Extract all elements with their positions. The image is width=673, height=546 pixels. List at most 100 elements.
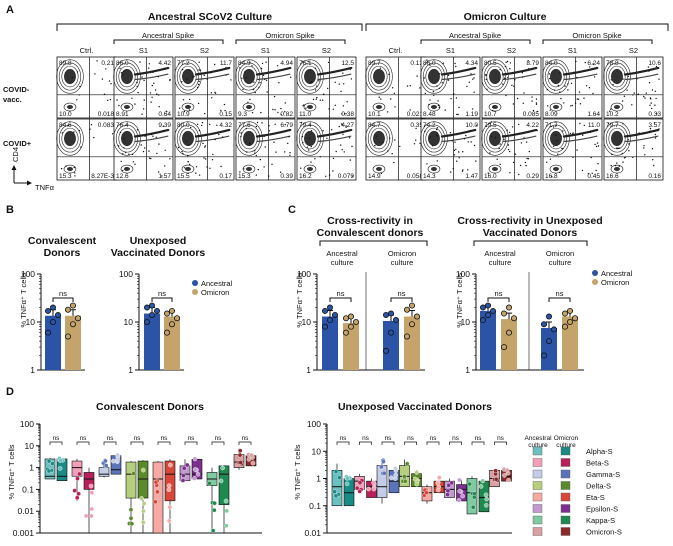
legend-variant-label: Kappa-S xyxy=(586,516,615,525)
facs-event-dot xyxy=(249,61,251,64)
data-point xyxy=(546,313,553,320)
box-data-point xyxy=(89,506,95,512)
facs-event-dot xyxy=(424,92,426,95)
facs-event-dot xyxy=(332,157,335,160)
facs-event-dot xyxy=(621,100,624,102)
facs-event-dot xyxy=(203,157,205,159)
facs-event-dot xyxy=(552,145,555,147)
facs-event-dot xyxy=(197,83,200,86)
facs-event-dot xyxy=(268,130,271,132)
facs-event-dot xyxy=(620,72,623,74)
facs-event-dot xyxy=(649,130,652,132)
bar xyxy=(45,315,61,370)
facs-quadrant-lower-left: 9.3 xyxy=(238,111,247,118)
facs-event-dot xyxy=(394,139,396,141)
significance-bracket xyxy=(494,441,507,445)
facs-event-dot xyxy=(255,125,258,128)
facs-event-dot xyxy=(345,125,347,127)
facs-event-dot xyxy=(633,92,635,94)
facs-event-dot xyxy=(76,99,78,101)
legend-variant-label: Beta-S xyxy=(586,459,609,468)
box-data-point xyxy=(357,489,363,494)
facs-event-dot xyxy=(527,158,530,160)
bar xyxy=(480,310,496,370)
box-data-point xyxy=(103,458,108,464)
facs-event-dot xyxy=(626,89,628,91)
facs-event-dot xyxy=(328,174,331,176)
y-axis-tick-label: 1 xyxy=(316,474,321,484)
facs-quadrant-lower-left: 10.0 xyxy=(59,111,72,118)
facs-event-dot xyxy=(607,122,610,125)
facs-event-dot xyxy=(502,83,504,85)
facs-event-dot xyxy=(142,150,145,153)
facs-event-dot xyxy=(148,67,150,69)
facs-event-dot xyxy=(509,62,512,64)
facs-event-dot xyxy=(499,163,501,166)
facs-event-dot xyxy=(288,136,290,138)
box-data-point xyxy=(76,491,81,497)
facs-event-dot xyxy=(528,68,530,70)
facs-event-dot xyxy=(547,105,549,107)
facs-event-dot xyxy=(210,92,213,94)
facs-event-dot xyxy=(316,96,318,99)
facs-event-dot xyxy=(628,150,630,152)
facs-event-dot xyxy=(245,77,247,79)
facs-density-contour xyxy=(422,124,446,153)
significance-bracket xyxy=(52,297,74,302)
facs-event-dot xyxy=(152,135,154,137)
box-data-point xyxy=(393,472,398,478)
facs-event-dot xyxy=(284,123,286,126)
facs-event-dot xyxy=(277,65,279,67)
facs-event-dot xyxy=(452,167,454,170)
panel-d-title-2: Unexposed Vaccinated Donors xyxy=(338,401,492,413)
facs-activated-tail xyxy=(255,66,292,76)
y-axis-tick-label: 10 xyxy=(124,317,134,327)
box-data-point xyxy=(504,467,510,473)
facs-event-dot xyxy=(503,77,506,79)
facs-event-dot xyxy=(188,69,190,72)
facs-density-contour xyxy=(118,65,136,88)
facs-density-contour xyxy=(121,131,133,147)
panel-c-title-2-line2: Vaccinated Donors xyxy=(483,227,578,239)
significance-bracket xyxy=(336,441,350,445)
data-point xyxy=(541,352,548,359)
data-point xyxy=(500,344,507,351)
facs-event-dot xyxy=(455,148,457,150)
facs-event-dot xyxy=(454,141,456,143)
facs-event-dot xyxy=(178,107,181,109)
facs-event-dot xyxy=(491,109,494,112)
facs-quadrant-upper-left: 89.7 xyxy=(368,60,381,67)
box-data-point xyxy=(437,475,442,480)
facs-activated-tail xyxy=(562,66,599,76)
box-data-point xyxy=(46,458,52,464)
facs-event-dot xyxy=(436,127,439,129)
facs-density-contour xyxy=(428,131,440,147)
box-data-point xyxy=(75,476,80,481)
facs-event-dot xyxy=(585,85,588,87)
data-point xyxy=(387,310,394,317)
box-data-point xyxy=(460,493,465,499)
facs-event-dot xyxy=(456,113,458,116)
y-axis-tick-label: 100 xyxy=(307,419,321,429)
facs-quadrant-upper-right: 3.57 xyxy=(648,122,661,129)
facs-event-dot xyxy=(310,145,312,148)
panel-c-culture-1b: culture xyxy=(331,258,354,267)
facs-event-dot xyxy=(201,122,204,124)
y-axis-tick-label: 0.1 xyxy=(22,484,34,494)
facs-quadrant-lower-right: 0.085 xyxy=(523,111,540,118)
facs-quadrant-lower-left: 10.1 xyxy=(368,111,381,118)
data-point xyxy=(505,304,512,311)
y-axis-tick-label: 10 xyxy=(461,317,471,327)
facs-event-dot xyxy=(576,76,578,79)
facs-event-dot xyxy=(471,108,474,110)
facs-event-dot xyxy=(188,109,191,111)
box-data-point xyxy=(46,468,52,474)
facs-event-dot xyxy=(560,97,562,100)
facs-density-contour xyxy=(488,164,502,174)
significance-bracket xyxy=(404,441,417,445)
panel-d-plots: 100 10 1 0.1 0.01 0.001 ns ns ns ns ns ns ns ns 100 10 1… xyxy=(13,419,512,538)
facs-event-dot xyxy=(513,85,515,87)
facs-event-dot xyxy=(631,104,633,106)
facs-event-dot xyxy=(507,148,510,151)
facs-density-contour xyxy=(242,164,256,174)
